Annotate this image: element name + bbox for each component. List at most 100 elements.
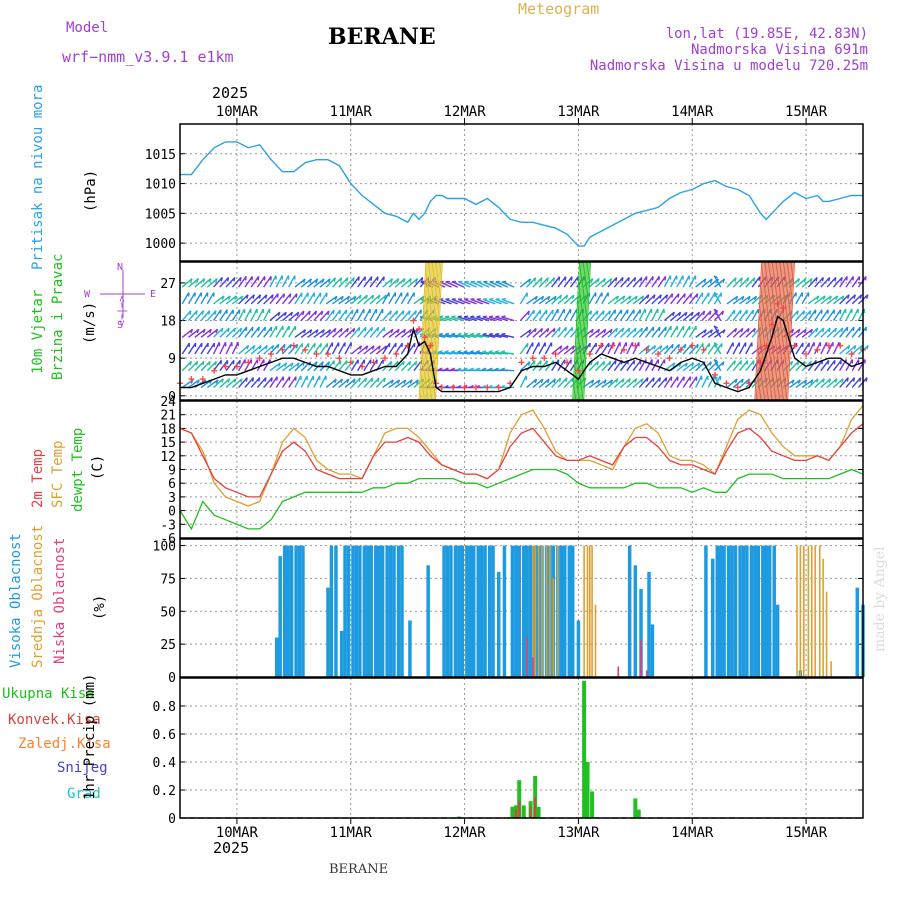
wind-arrow: [688, 343, 699, 355]
cloud-bar-high: [354, 545, 359, 677]
wind-arrow: [601, 278, 613, 288]
wind-arrow-head: [258, 294, 262, 299]
wind-arrow-head: [847, 345, 851, 350]
wind-arrow: [407, 292, 415, 305]
wind-arrow-head: [475, 367, 481, 371]
wind-arrow: [300, 292, 309, 305]
cloud-bar-mid: [810, 545, 813, 677]
wind-arrow: [845, 308, 853, 321]
wind-arrow: [739, 295, 751, 305]
wind-arrow-head: [628, 295, 632, 300]
wind-arrow: [495, 298, 509, 305]
ytick-label-temperature: 15: [160, 436, 176, 451]
wind-arrow-head: [457, 332, 462, 336]
wind-arrow-head: [451, 298, 456, 301]
wind-arrow-head: [528, 329, 532, 334]
wind-arrow-head: [315, 329, 319, 334]
wind-arrow: [676, 362, 688, 372]
cloud-bar-low: [617, 666, 620, 677]
wind-arrow: [357, 377, 367, 388]
wind-arrow: [238, 294, 249, 305]
cloud-bar-high: [741, 545, 746, 677]
wind-arrow-head: [277, 311, 281, 317]
wind-arrow: [325, 360, 336, 372]
wind-arrow: [275, 376, 285, 388]
cloud-bar-high: [445, 545, 450, 677]
wind-arrow-head: [571, 377, 574, 382]
wind-arrow-head: [190, 328, 194, 334]
wind-arrow: [701, 310, 712, 322]
wind-arrow-head: [402, 361, 405, 366]
wind-arrow: [663, 325, 672, 338]
cloud-bar-high: [396, 545, 401, 677]
wind-arrow: [489, 298, 502, 305]
wind-arrow: [626, 342, 634, 355]
wind-arrow-head: [377, 294, 381, 300]
wind-arrow: [814, 378, 825, 388]
wind-arrow: [388, 379, 400, 389]
wind-arrow: [307, 278, 319, 288]
wind-arrow: [826, 276, 837, 288]
wind-arrow: [231, 309, 241, 321]
wind-arrow: [557, 345, 569, 355]
wind-arrow: [551, 359, 560, 372]
wind-arrow: [544, 378, 556, 388]
wind-arrow-head: [396, 328, 400, 334]
cloud-bar-high: [753, 545, 757, 677]
wind-arrow: [469, 333, 483, 338]
wind-arrow-head: [309, 278, 312, 283]
wind-gust-hatch: [579, 261, 587, 401]
wind-arrow-head: [822, 327, 825, 333]
wind-arrow: [701, 361, 712, 372]
wind-arrow: [814, 295, 826, 305]
wind-arrow-head: [494, 384, 499, 389]
cloud-bar-high: [339, 631, 344, 677]
cloud-bar-high: [297, 545, 302, 677]
wind-arrow: [576, 326, 586, 338]
wind-arrow-head: [264, 377, 267, 382]
wind-arrow-head: [444, 367, 449, 371]
wind-arrow: [306, 292, 315, 305]
precip-bar-convective: [514, 809, 517, 818]
cloud-bar-high: [275, 637, 279, 677]
cloud-bar-high: [730, 545, 734, 677]
wind-arrow: [281, 343, 292, 355]
wind-arrow: [839, 294, 850, 305]
wind-arrow: [632, 295, 644, 305]
wind-arrow: [676, 325, 685, 338]
wind-arrow-head: [745, 309, 748, 315]
wind-arrow: [213, 359, 222, 372]
ytick-label-wind: 18: [160, 315, 176, 330]
wind-arrow-head: [640, 327, 643, 333]
wind-arrow: [607, 378, 619, 388]
wind-arrow: [181, 310, 192, 322]
cloud-bar-high: [496, 571, 501, 677]
cloud-bar-mid: [586, 545, 589, 677]
panel-frame-precip: [179, 677, 864, 819]
wind-arrow-head: [215, 328, 219, 334]
wind-arrow: [313, 375, 321, 388]
wind-arrow-head: [489, 298, 494, 301]
wind-arrow: [751, 276, 761, 288]
cloud-bar-high: [718, 545, 723, 677]
wind-arrow: [519, 292, 528, 305]
wind-arrow: [281, 293, 292, 305]
wind-arrow-head: [752, 360, 755, 365]
cloud-bar-mid: [818, 545, 821, 677]
wind-arrow-head: [438, 367, 443, 371]
wind-arrow-head: [209, 328, 212, 334]
wind-gust-hatch: [428, 261, 436, 401]
wind-arrow: [445, 281, 459, 288]
year-top: 2025: [212, 84, 249, 102]
cloud-bar-low: [640, 640, 642, 677]
wind-arrow-head: [451, 315, 456, 318]
wind-arrow: [557, 294, 569, 305]
wind-arrow-head: [797, 278, 801, 283]
wind-arrow: [745, 342, 753, 355]
wind-arrow: [275, 311, 287, 322]
wind-arrow-head: [457, 315, 462, 318]
wind-arrow: [369, 276, 379, 288]
wind-arrow: [313, 310, 324, 322]
cloud-bar-high: [369, 545, 373, 677]
wind-arrow-head: [527, 361, 531, 366]
